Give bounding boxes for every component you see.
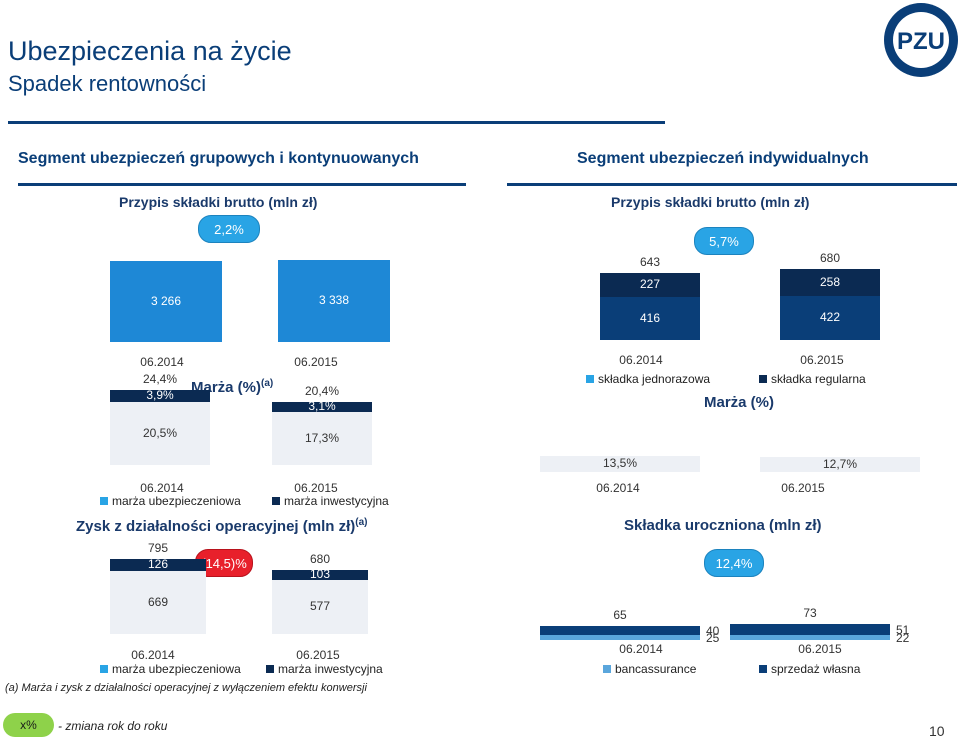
left-profit-legend-2: marża inwestycyjna [266,662,383,676]
left-margin-date-1: 06.2014 [140,481,184,495]
left-margin-legend-2: marża inwestycyjna [272,494,389,508]
left-profit-chart: 669 126 795 577 103 680 [110,541,390,634]
right-premium-title: Przypis składki brutto (mln zł) [611,194,810,210]
right-premium-legend-1: składka jednorazowa [586,372,710,386]
right-premium-change-badge: 5,7% [694,227,754,255]
left-profit-legend-1: marża ubezpieczeniowa [100,662,241,676]
lz-total-2: 680 [309,552,331,566]
re-seg-2-1 [540,626,700,635]
rp-seg-label-1-2: 422 [819,310,841,324]
rm-bar-1 [540,456,700,472]
right-margin-date-2: 06.2015 [781,481,825,495]
rp-seg-label-1-1: 416 [639,310,661,325]
lz-seg-label-2-2: 103 [309,567,331,581]
right-margin-chart: 13,5% 12,7% [540,400,940,472]
lz-seg-1-2 [272,580,368,634]
rp-seg-2-2 [780,269,880,296]
rp-seg-2-1 [600,273,700,297]
right-margin-title: Marża (%) [704,394,775,411]
right-premium-date-2: 06.2015 [800,353,844,367]
lm-total-2: 20,4% [304,384,340,398]
page-number: 10 [929,723,945,739]
re-seg-label-1-1: 25 [706,630,720,645]
left-margin-legend-1: marża ubezpieczeniowa [100,494,241,508]
left-premium-title: Przypis składki brutto (mln zł) [119,194,318,210]
pzu-logo: PZU [884,3,958,77]
re-total-2: 73 [803,606,817,620]
lz-seg-label-2-1: 126 [147,557,169,571]
page-subtitle: Spadek rentowności [8,71,207,96]
rp-seg-label-2-1: 227 [639,277,661,291]
right-margin-date-1: 06.2014 [596,481,640,495]
right-premium-legend-2: składka regularna [759,372,866,386]
lz-seg-label-1-1: 669 [147,594,169,609]
left-margin-date-2: 06.2015 [294,481,338,495]
left-premium-date-1: 06.2014 [140,355,184,369]
right-earned-title: Składka uroczniona (mln zł) [624,517,822,534]
right-earned-chart: 25 40 65 22 51 73 [540,570,920,645]
right-earned-legend-1: bancassurance [603,662,696,676]
left-premium-date-2: 06.2015 [294,355,338,369]
lm-seg-label-1-2: 17,3% [304,430,340,445]
left-profit-date-2: 06.2015 [296,648,340,662]
lz-seg-label-1-2: 577 [309,599,331,613]
right-segment-title: Segment ubezpieczeń indywidualnych [577,150,869,167]
re-seg-2-2 [730,624,890,635]
right-segment-divider [507,183,957,186]
title-divider [8,121,665,124]
lp-bar-1 [110,261,222,342]
rp-total-2: 680 [819,251,841,265]
logo-text: PZU [897,28,945,55]
lm-seg-2-2 [272,402,372,412]
re-seg-label-1-2: 22 [896,630,910,645]
lp-bar-2 [278,260,390,342]
rp-seg-1-2 [780,296,880,340]
left-premium-change-badge: 2,2% [198,215,260,243]
lz-seg-1-1 [110,571,206,634]
left-segment-divider [18,183,466,186]
lz-seg-2-2 [272,570,368,580]
rm-value-1: 13,5% [602,456,638,470]
right-earned-change-badge: 12,4% [704,549,764,577]
footnote: (a) Marża i zysk z działalności operacyj… [5,682,367,694]
rp-seg-1-1 [600,297,700,340]
re-seg-1-1 [540,635,700,640]
right-premium-chart: 416 227 643 422 258 680 [560,251,920,340]
lm-seg-label-1-1: 20,5% [142,425,178,440]
left-premium-chart: 3 266 3 338 [110,258,390,342]
lp-value-2: 3 338 [318,293,350,307]
re-seg-label-2-1: 40 [706,623,720,638]
left-profit-title: Zysk z działalności operacyjnej (mln zł)… [76,517,368,535]
rm-bar-2 [760,457,920,472]
lz-total-1: 795 [147,541,169,555]
right-premium-date-1: 06.2014 [619,353,663,367]
left-segment-title: Segment ubezpieczeń grupowych i kontynuo… [18,150,419,167]
right-earned-legend-2: sprzedaż własna [759,662,860,676]
left-profit-date-1: 06.2014 [131,648,175,662]
change-marker-text: - zmiana rok do roku [58,719,168,733]
lm-seg-label-2-2: 3,1% [308,399,336,413]
page-title: Ubezpieczenia na życie [8,36,292,66]
right-earned-date-1: 06.2014 [619,642,663,656]
left-margin-chart: 20,5% 3,9% 24,4% 17,3% 3,1% 20,4% [110,372,390,465]
lm-total-1: 24,4% [142,372,178,386]
right-earned-date-2: 06.2015 [798,642,842,656]
lz-seg-2-1 [110,559,206,571]
re-seg-1-2 [730,635,890,640]
rp-seg-label-2-2: 258 [819,274,841,289]
lm-seg-label-2-1: 3,9% [146,388,174,402]
re-total-1: 65 [613,608,627,622]
lp-value-1: 3 266 [150,293,182,308]
lm-seg-1-2 [272,412,372,465]
lm-seg-1-1 [110,402,210,465]
rp-total-1: 643 [639,255,661,269]
change-marker-badge: x% [3,713,54,737]
rm-value-2: 12,7% [822,456,858,471]
re-seg-label-2-2: 51 [896,622,910,637]
lm-seg-2-1 [110,390,210,402]
